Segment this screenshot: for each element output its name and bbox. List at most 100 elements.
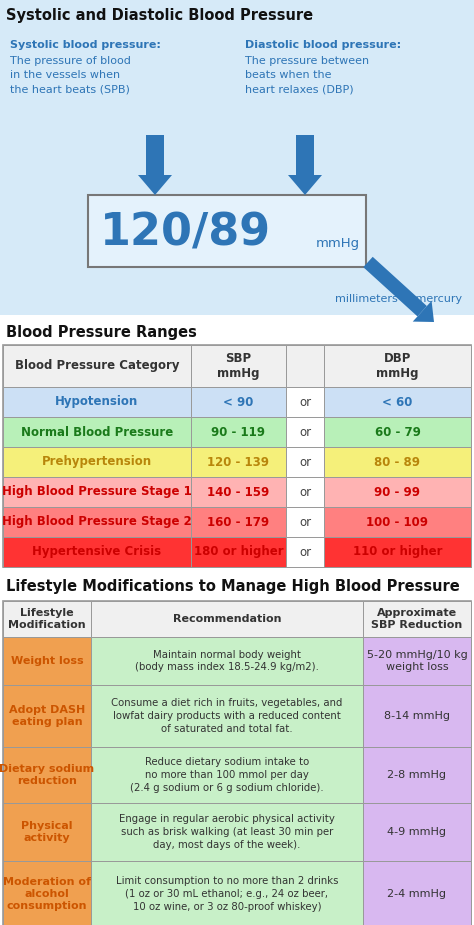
FancyBboxPatch shape <box>3 417 191 447</box>
FancyBboxPatch shape <box>324 447 471 477</box>
Text: Adopt DASH
eating plan: Adopt DASH eating plan <box>9 705 85 727</box>
Text: High Blood Pressure Stage 2: High Blood Pressure Stage 2 <box>2 515 192 528</box>
Text: < 90: < 90 <box>223 396 254 409</box>
Text: 60 - 79: 60 - 79 <box>374 426 420 438</box>
Text: 2-4 mmHg: 2-4 mmHg <box>388 889 447 899</box>
Text: SBP
mmHg: SBP mmHg <box>217 352 260 380</box>
Text: 4-9 mmHg: 4-9 mmHg <box>388 827 447 837</box>
Text: Lifestyle
Modification: Lifestyle Modification <box>8 608 86 630</box>
Text: or: or <box>299 426 311 438</box>
FancyBboxPatch shape <box>286 477 324 507</box>
FancyBboxPatch shape <box>191 537 286 567</box>
Text: Consume a diet rich in fruits, vegetables, and
lowfat dairy products with a redu: Consume a diet rich in fruits, vegetable… <box>111 698 343 734</box>
Text: 110 or higher: 110 or higher <box>353 546 442 559</box>
Text: Maintain normal body weight
(body mass index 18.5-24.9 kg/m2).: Maintain normal body weight (body mass i… <box>135 649 319 672</box>
FancyBboxPatch shape <box>3 861 91 925</box>
Text: Weight loss: Weight loss <box>11 656 83 666</box>
FancyBboxPatch shape <box>191 507 286 537</box>
Text: or: or <box>299 546 311 559</box>
FancyBboxPatch shape <box>363 803 471 861</box>
FancyBboxPatch shape <box>3 387 191 417</box>
Text: The pressure between
beats when the
heart relaxes (DBP): The pressure between beats when the hear… <box>245 56 369 94</box>
Text: 120/89: 120/89 <box>100 212 271 254</box>
FancyBboxPatch shape <box>91 803 363 861</box>
Text: Reduce dietary sodium intake to
no more than 100 mmol per day
(2.4 g sodium or 6: Reduce dietary sodium intake to no more … <box>130 758 324 793</box>
Text: 140 - 159: 140 - 159 <box>207 486 270 499</box>
Text: 100 - 109: 100 - 109 <box>366 515 428 528</box>
Text: 5-20 mmHg/10 kg
weight loss: 5-20 mmHg/10 kg weight loss <box>366 649 467 672</box>
Text: 2-8 mmHg: 2-8 mmHg <box>388 770 447 780</box>
Text: Engage in regular aerobic physical activity
such as brisk walking (at least 30 m: Engage in regular aerobic physical activ… <box>119 814 335 850</box>
Text: 90 - 119: 90 - 119 <box>211 426 265 438</box>
Polygon shape <box>413 301 434 322</box>
Text: 90 - 99: 90 - 99 <box>374 486 420 499</box>
FancyBboxPatch shape <box>324 417 471 447</box>
Text: Blood Pressure Ranges: Blood Pressure Ranges <box>6 325 197 340</box>
Text: Blood Pressure Category: Blood Pressure Category <box>15 360 179 373</box>
FancyBboxPatch shape <box>3 537 191 567</box>
FancyBboxPatch shape <box>3 507 191 537</box>
FancyBboxPatch shape <box>3 637 91 685</box>
Text: 120 - 139: 120 - 139 <box>208 455 270 468</box>
Text: Lifestyle Modifications to Manage High Blood Pressure: Lifestyle Modifications to Manage High B… <box>6 579 460 594</box>
FancyBboxPatch shape <box>286 537 324 567</box>
FancyBboxPatch shape <box>191 417 286 447</box>
Text: Hypertensive Crisis: Hypertensive Crisis <box>32 546 162 559</box>
FancyBboxPatch shape <box>191 387 286 417</box>
Text: millimeters of mercury: millimeters of mercury <box>335 294 462 304</box>
FancyBboxPatch shape <box>324 507 471 537</box>
FancyBboxPatch shape <box>3 345 191 387</box>
FancyBboxPatch shape <box>91 747 363 803</box>
FancyBboxPatch shape <box>3 345 471 567</box>
FancyBboxPatch shape <box>191 345 286 387</box>
FancyBboxPatch shape <box>191 477 286 507</box>
FancyBboxPatch shape <box>3 477 191 507</box>
Text: Approximate
SBP Reduction: Approximate SBP Reduction <box>371 608 463 630</box>
Text: or: or <box>299 515 311 528</box>
Text: Diastolic blood pressure:: Diastolic blood pressure: <box>245 40 401 50</box>
FancyBboxPatch shape <box>286 387 324 417</box>
Text: 8-14 mmHg: 8-14 mmHg <box>384 711 450 721</box>
Polygon shape <box>138 175 172 195</box>
Text: High Blood Pressure Stage 1: High Blood Pressure Stage 1 <box>2 486 192 499</box>
Text: Systolic and Diastolic Blood Pressure: Systolic and Diastolic Blood Pressure <box>6 8 313 23</box>
FancyBboxPatch shape <box>296 135 314 175</box>
Text: < 60: < 60 <box>383 396 413 409</box>
FancyBboxPatch shape <box>286 507 324 537</box>
FancyBboxPatch shape <box>88 195 366 267</box>
FancyBboxPatch shape <box>3 601 91 637</box>
Text: Hypotension: Hypotension <box>55 396 138 409</box>
Text: or: or <box>299 486 311 499</box>
FancyBboxPatch shape <box>91 637 363 685</box>
FancyBboxPatch shape <box>324 537 471 567</box>
Text: 80 - 89: 80 - 89 <box>374 455 420 468</box>
FancyBboxPatch shape <box>3 601 471 925</box>
FancyBboxPatch shape <box>3 747 91 803</box>
FancyBboxPatch shape <box>324 387 471 417</box>
Text: The pressure of blood
in the vessels when
the heart beats (SPB): The pressure of blood in the vessels whe… <box>10 56 131 94</box>
Text: Recommendation: Recommendation <box>173 614 281 624</box>
FancyBboxPatch shape <box>0 0 474 315</box>
Text: mmHg: mmHg <box>316 237 360 250</box>
Text: Systolic blood pressure:: Systolic blood pressure: <box>10 40 161 50</box>
FancyBboxPatch shape <box>146 135 164 175</box>
Text: Limit consumption to no more than 2 drinks
(1 oz or 30 mL ethanol; e.g., 24 oz b: Limit consumption to no more than 2 drin… <box>116 876 338 912</box>
FancyBboxPatch shape <box>3 803 91 861</box>
FancyBboxPatch shape <box>363 861 471 925</box>
FancyBboxPatch shape <box>324 477 471 507</box>
Text: or: or <box>299 455 311 468</box>
FancyBboxPatch shape <box>363 601 471 637</box>
Text: Moderation of
alcohol
consumption: Moderation of alcohol consumption <box>3 877 91 911</box>
FancyBboxPatch shape <box>91 685 363 747</box>
Text: Dietary sodium
reduction: Dietary sodium reduction <box>0 764 94 786</box>
FancyBboxPatch shape <box>191 447 286 477</box>
FancyBboxPatch shape <box>91 601 363 637</box>
Polygon shape <box>363 257 427 316</box>
Text: Physical
activity: Physical activity <box>21 820 73 844</box>
FancyBboxPatch shape <box>3 685 91 747</box>
FancyBboxPatch shape <box>3 447 191 477</box>
FancyBboxPatch shape <box>363 685 471 747</box>
Polygon shape <box>288 175 322 195</box>
FancyBboxPatch shape <box>363 637 471 685</box>
Text: or: or <box>299 396 311 409</box>
